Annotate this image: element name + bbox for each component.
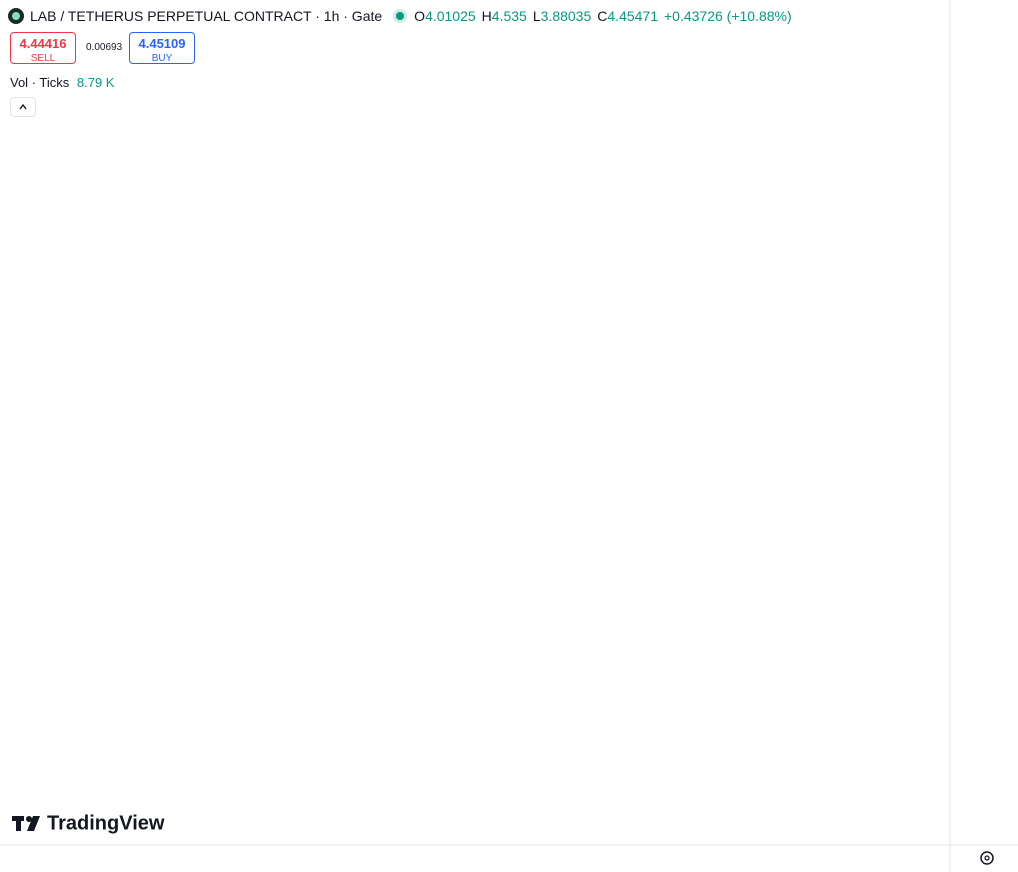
ohlc-label: O	[414, 8, 426, 24]
gear-hub	[984, 855, 990, 861]
ohlc-value: 4.45471	[607, 8, 658, 24]
change: +0.43726 (+10.88%)	[663, 8, 792, 24]
ohlc-value: 3.88035	[540, 8, 592, 24]
ohlc-value: 4.535	[491, 8, 527, 24]
price-axis	[950, 0, 1018, 872]
volume-legend: Vol · Ticks 8.79 K	[10, 75, 114, 90]
sell-label: SELL	[30, 53, 56, 64]
spread: 0.00693	[86, 42, 123, 53]
brand: TradingView	[47, 812, 165, 834]
sell-price: 4.44416	[19, 36, 67, 51]
collapse-button[interactable]	[10, 97, 36, 117]
market-dot	[396, 12, 405, 20]
buy-button[interactable]: 4.45109 BUY	[129, 32, 195, 64]
ohlc-label: C	[597, 8, 608, 24]
gear[interactable]	[980, 851, 994, 865]
ohlc-label: H	[481, 8, 492, 24]
logo-shape	[27, 816, 40, 831]
buy-price: 4.45109	[138, 36, 186, 51]
logo: TradingView	[12, 812, 165, 834]
title: LAB / TETHERUS PERPETUAL CONTRACT · 1h ·…	[30, 8, 383, 24]
logo-dot	[12, 12, 20, 20]
ohlc-value: 4.01025	[425, 8, 476, 24]
chevron	[19, 103, 27, 110]
ohlc-label: L	[532, 8, 541, 24]
time-axis	[0, 845, 1018, 872]
buy-label: BUY	[151, 53, 173, 64]
header: LAB / TETHERUS PERPETUAL CONTRACT · 1h ·…	[8, 8, 798, 24]
volume-value: 8.79 K	[76, 75, 115, 90]
chevron-line	[19, 103, 27, 110]
volume-title: Vol · Ticks	[10, 75, 70, 90]
settings-icon[interactable]	[980, 851, 994, 865]
logo-shape	[26, 816, 32, 822]
symbol-logo	[8, 8, 24, 24]
logo-shape	[16, 816, 21, 831]
sell-button[interactable]: 4.44416 SELL	[10, 32, 76, 64]
